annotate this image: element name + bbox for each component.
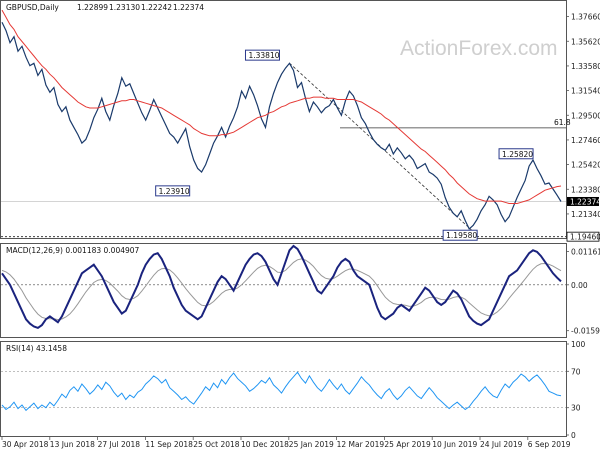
rsi-y-tick-label: 30 <box>571 404 581 413</box>
price-y-tick-label: 1.21340 <box>571 210 600 219</box>
svg-text:1.22374: 1.22374 <box>570 197 600 206</box>
price-y-tick-label: 1.23380 <box>571 185 600 194</box>
price-title: GBPUSD,Daily <box>6 3 59 12</box>
x-tick-label: 10 Dec 2018 <box>241 440 289 449</box>
ohlc-low: 1.22242 <box>141 3 172 12</box>
x-tick-label: 11 Sep 2018 <box>145 440 193 449</box>
low-price-badge: 1.19460 <box>567 232 600 242</box>
macd-y-tick-label: 0.011619 <box>571 247 600 256</box>
rsi-title: RSI(14) 43.1458 <box>6 344 67 353</box>
rsi-y-tick-label: 100 <box>571 340 586 349</box>
ohlc-close: 1.22374 <box>173 3 204 12</box>
price-y-tick-label: 1.25420 <box>571 161 600 170</box>
svg-text:1.33810: 1.33810 <box>248 51 279 60</box>
x-tick-label: 27 Jul 2018 <box>98 440 141 449</box>
x-axis: 30 Apr 2018 13 Jun 2018 27 Jul 2018 11 Sep … <box>2 437 571 449</box>
x-tick-label: 30 Apr 2018 <box>2 440 49 449</box>
x-tick-label: 12 Mar 2019 <box>337 440 385 449</box>
x-tick-label: 25 Apr 2019 <box>384 440 431 449</box>
x-tick-label: 24 Jul 2019 <box>480 440 523 449</box>
price-y-tick-label: 1.31540 <box>571 87 600 96</box>
price-y-tick-label: 1.37660 <box>571 13 600 22</box>
rsi-panel-frame <box>1 342 567 437</box>
watermark: ActionForex.com <box>400 37 558 60</box>
price-y-tick-label: 1.35620 <box>571 37 600 46</box>
svg-text:1.25820: 1.25820 <box>502 150 533 159</box>
fib-61-8-label: 61.8 <box>554 118 571 127</box>
macd-y-axis: 0.011619 0.00 -0.015949 <box>566 247 600 335</box>
svg-text:1.19460: 1.19460 <box>570 233 600 242</box>
rsi-y-tick-label: 0 <box>571 431 576 440</box>
current-price-badge: 1.22374 <box>567 197 600 207</box>
macd-panel-frame <box>1 244 567 338</box>
x-tick-label: 10 Jun 2019 <box>432 440 477 449</box>
rsi-y-axis: 100 70 30 0 <box>566 340 586 440</box>
ohlc-high: 1.23130 <box>109 3 140 12</box>
price-y-tick-label: 1.33580 <box>571 62 600 71</box>
annotation-high-1: 1.33810 <box>245 50 279 60</box>
macd-y-tick-label: -0.015949 <box>571 327 600 336</box>
price-y-tick-label: 1.27460 <box>571 136 600 145</box>
x-tick-label: 25 Oct 2018 <box>193 440 240 449</box>
x-tick-label: 13 Jun 2018 <box>50 440 95 449</box>
annotation-low-2: 1.19580 <box>443 230 477 240</box>
ohlc-open: 1.22899 <box>77 3 108 12</box>
x-tick-label: 6 Sep 2019 <box>528 440 571 449</box>
annotation-high-2: 1.25820 <box>499 149 533 159</box>
macd-y-tick-label: 0.00 <box>571 281 588 290</box>
macd-title: MACD(12,26,9) 0.001183 0.004907 <box>6 246 140 255</box>
rsi-y-tick-label: 70 <box>571 367 581 376</box>
price-y-tick-label: 1.29500 <box>571 111 600 120</box>
svg-text:1.19580: 1.19580 <box>446 231 477 240</box>
svg-text:1.23910: 1.23910 <box>159 187 190 196</box>
x-tick-label: 25 Jan 2019 <box>289 440 334 449</box>
price-y-axis: 1.37660 1.35620 1.33580 1.31540 1.29500 1.274… <box>566 13 600 219</box>
annotation-low-1: 1.23910 <box>156 186 190 196</box>
price-header: GBPUSD,Daily 1.22899 1.23130 1.22242 1.2… <box>6 3 204 12</box>
